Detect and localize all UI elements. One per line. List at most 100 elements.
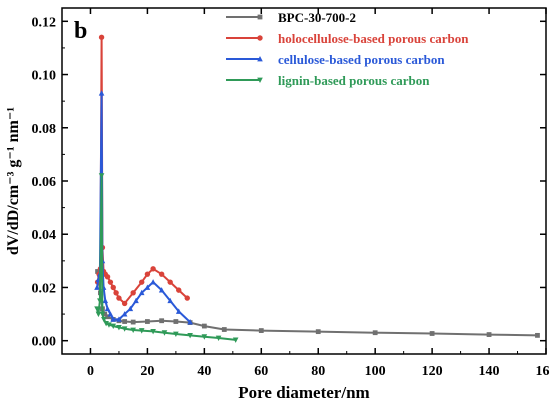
data-point: [94, 306, 100, 312]
data-point: [167, 279, 173, 285]
data-point: [187, 319, 193, 325]
data-point: [144, 271, 151, 277]
data-point: [98, 34, 105, 40]
data-point: [116, 295, 122, 301]
data-point: [102, 311, 108, 317]
data-point: [175, 308, 182, 314]
data-point: [257, 56, 263, 62]
x-tick-label: 0: [87, 364, 94, 379]
data-point: [161, 330, 168, 336]
data-point: [145, 319, 150, 324]
legend-label: holocellulose-based porous carbon: [278, 31, 469, 46]
data-point: [110, 323, 117, 330]
data-point: [150, 279, 156, 285]
series-line: [96, 36, 188, 305]
legend-item: BPC-30-700-2: [226, 10, 356, 25]
data-point: [130, 327, 136, 334]
data-point: [139, 279, 145, 285]
series-line: [96, 271, 538, 337]
data-point: [173, 319, 179, 324]
data-point: [176, 287, 182, 293]
data-point: [232, 337, 239, 343]
x-tick-label: 20: [140, 364, 154, 379]
data-point: [99, 311, 106, 318]
data-point: [104, 305, 111, 312]
data-point: [258, 328, 264, 333]
data-point: [102, 297, 109, 304]
data-point: [133, 297, 139, 304]
legend-item: lignin-based porous carbon: [226, 73, 430, 88]
data-point: [173, 331, 179, 338]
data-point: [121, 326, 128, 332]
data-point: [315, 329, 321, 335]
data-point: [486, 332, 492, 337]
legend-item: holocellulose-based porous carbon: [226, 31, 469, 46]
data-point: [201, 323, 207, 329]
y-tick-label: 0.00: [32, 335, 57, 350]
data-point: [107, 279, 114, 285]
data-point: [122, 319, 128, 324]
series-line: [96, 174, 236, 341]
data-point: [144, 284, 151, 290]
legend-label: cellulose-based porous carbon: [278, 52, 445, 67]
data-point: [535, 332, 540, 338]
x-tick-label: 100: [365, 364, 386, 379]
y-tick-label: 0.08: [32, 122, 57, 137]
data-point: [167, 297, 173, 304]
data-point: [95, 269, 100, 274]
data-point: [257, 14, 263, 20]
data-point: [104, 274, 111, 280]
data-point: [187, 332, 193, 339]
x-tick-label: 140: [479, 364, 500, 379]
data-point: [372, 330, 378, 336]
series-group: [94, 34, 190, 307]
data-point: [121, 311, 128, 317]
data-point: [127, 305, 134, 312]
x-tick-label: 160: [536, 364, 550, 379]
data-point: [106, 322, 112, 328]
data-point: [159, 318, 165, 324]
data-point: [121, 300, 128, 307]
data-point: [150, 328, 156, 335]
series-group: [94, 90, 193, 325]
data-point: [201, 334, 208, 340]
data-point: [116, 324, 122, 331]
y-tick-label: 0.04: [32, 228, 57, 243]
data-point: [98, 173, 105, 179]
data-point: [94, 284, 100, 290]
data-point: [97, 298, 103, 304]
x-tick-label: 60: [254, 364, 268, 379]
data-point: [113, 290, 119, 296]
data-point: [98, 90, 105, 96]
series-group: [94, 173, 239, 343]
data-point: [130, 319, 136, 325]
x-tick-label: 80: [311, 364, 325, 379]
y-tick-label: 0.12: [32, 15, 57, 30]
data-point: [107, 311, 114, 317]
data-point: [257, 35, 263, 41]
data-point: [215, 335, 222, 342]
x-tick-label: 120: [422, 364, 443, 379]
data-point: [138, 289, 145, 296]
data-point: [257, 77, 263, 83]
data-point: [110, 316, 117, 322]
x-axis-label: Pore diameter/nm: [238, 383, 369, 402]
legend-label: BPC-30-700-2: [278, 10, 356, 25]
data-point: [101, 317, 107, 323]
panel-label: b: [74, 18, 87, 44]
data-point: [221, 327, 227, 332]
x-tick-label: 40: [197, 364, 211, 379]
data-point: [429, 331, 435, 336]
y-axis-label: dV/dD/cm⁻³ g⁻¹ nm⁻¹: [5, 107, 22, 255]
series-group: [95, 269, 540, 338]
data-point: [158, 287, 165, 293]
data-point: [184, 295, 190, 301]
y-tick-label: 0.06: [32, 175, 57, 190]
data-point: [158, 271, 165, 277]
data-point: [150, 266, 156, 272]
legend-item: cellulose-based porous carbon: [226, 52, 445, 67]
data-point: [95, 311, 102, 318]
data-point: [105, 314, 110, 320]
data-point: [116, 316, 122, 322]
